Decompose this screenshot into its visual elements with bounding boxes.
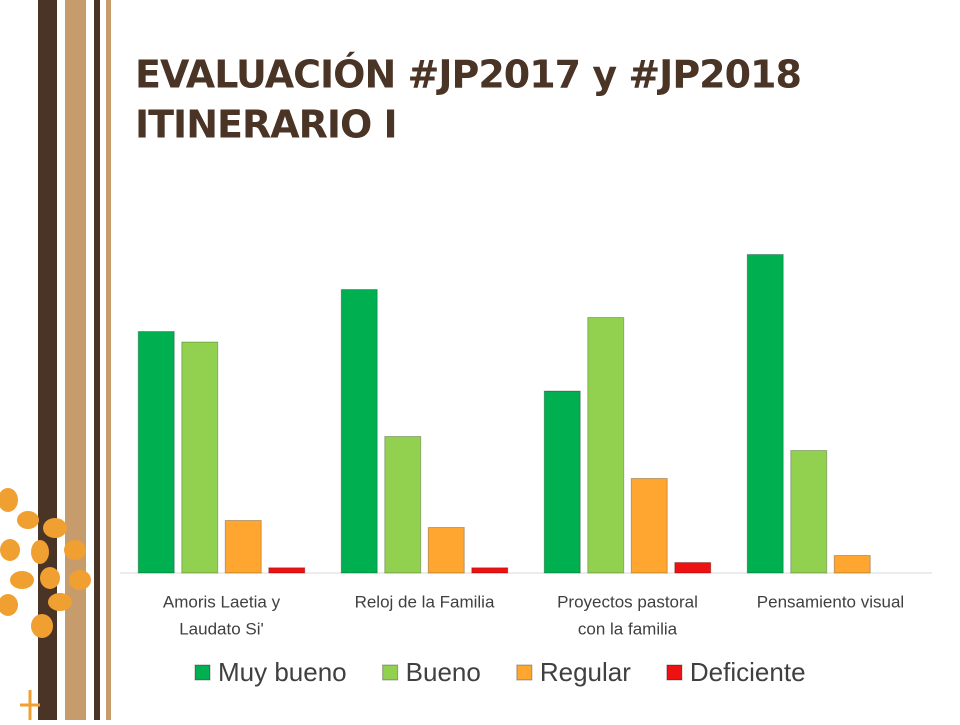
legend-swatch bbox=[382, 664, 399, 681]
bar bbox=[137, 331, 175, 574]
chart-title: EVALUACIÓN #JP2017 y #JP2018 bbox=[135, 53, 801, 97]
x-tick-label: Pensamiento visual bbox=[757, 592, 904, 611]
legend-swatch bbox=[194, 664, 211, 681]
legend-label: Deficiente bbox=[690, 657, 806, 687]
bar bbox=[471, 567, 509, 574]
bar bbox=[674, 562, 712, 574]
bar bbox=[790, 450, 828, 574]
x-tick-label: Reloj de la Familia bbox=[355, 592, 495, 611]
bar bbox=[268, 567, 306, 574]
bar bbox=[833, 555, 871, 574]
bar bbox=[587, 317, 625, 574]
bar bbox=[340, 289, 378, 574]
x-tick-label: Amoris Laetia y bbox=[163, 592, 281, 611]
x-tick-label: Proyectos pastoral bbox=[557, 592, 698, 611]
bar bbox=[181, 341, 219, 574]
legend-swatch bbox=[516, 664, 533, 681]
bar bbox=[224, 520, 262, 574]
bar bbox=[746, 254, 784, 574]
bar bbox=[630, 478, 668, 574]
x-tick-label: Laudato Si' bbox=[179, 619, 264, 638]
legend-label: Muy bueno bbox=[218, 657, 347, 687]
legend-swatch bbox=[666, 664, 683, 681]
x-tick-label: con la familia bbox=[578, 619, 678, 638]
decoration bbox=[0, 0, 111, 720]
legend-label: Regular bbox=[540, 657, 631, 687]
chart-title: ITINERARIO I bbox=[135, 103, 397, 147]
bar bbox=[543, 390, 581, 574]
bar bbox=[384, 436, 422, 574]
bar bbox=[427, 527, 465, 574]
legend-label: Bueno bbox=[406, 657, 481, 687]
